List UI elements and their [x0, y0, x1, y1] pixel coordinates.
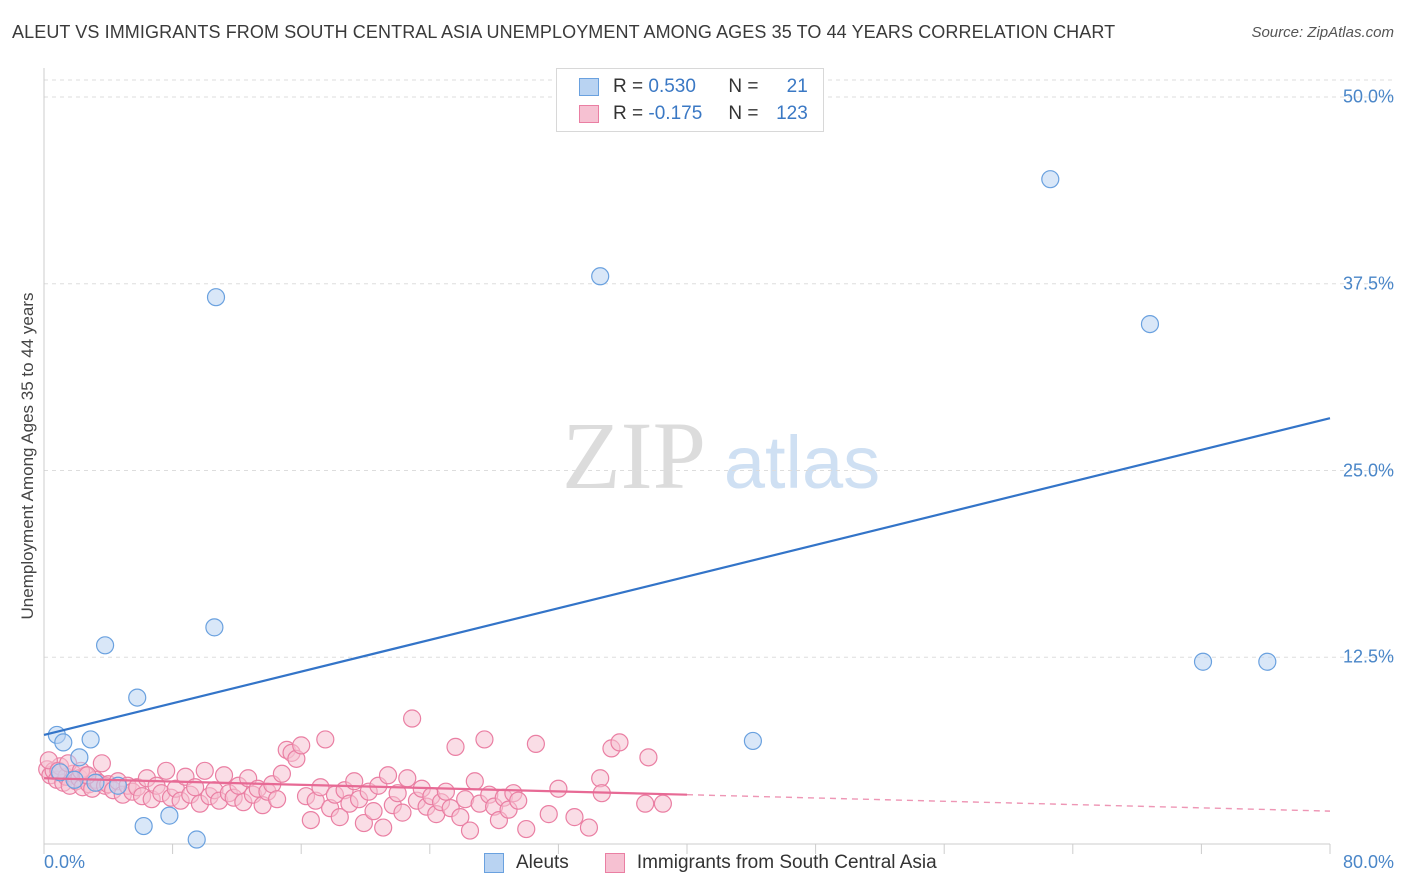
aleut-trend-line	[43, 417, 1331, 737]
immigrant-point	[460, 821, 480, 840]
aleut-point	[1193, 652, 1213, 671]
legend-row-immigrants: R = -0.175 N = 123	[579, 101, 808, 127]
immigrant-point	[311, 778, 330, 797]
aleut-point	[54, 733, 73, 752]
aleut-point	[1258, 652, 1277, 671]
aleut-point	[743, 731, 763, 751]
immigrant-point	[92, 754, 111, 773]
immigrant-point	[549, 779, 568, 798]
grid-lines	[44, 79, 1392, 658]
series-label-immigrants: Immigrants from South Central Asia	[636, 852, 937, 873]
immigrant-point	[393, 803, 412, 822]
immigrant-point	[465, 772, 484, 791]
aleut-point	[160, 806, 179, 825]
immigrant-point	[579, 818, 599, 837]
immigrant-point	[509, 791, 528, 810]
y-tick-label: 50.0%	[1342, 86, 1394, 107]
immigrant-point	[539, 805, 558, 824]
immigrant-point	[378, 766, 398, 785]
immigrant-point	[436, 782, 455, 801]
aleut-point	[206, 288, 226, 307]
aleut-point	[1140, 314, 1160, 334]
immigrant-point	[526, 734, 545, 754]
aleut-point	[70, 748, 89, 767]
x-tick-label-min: 0.0%	[44, 852, 86, 872]
immigrant-point	[157, 761, 176, 780]
aleut-point	[187, 830, 206, 849]
series-legend-aleuts: Aleuts	[484, 852, 569, 874]
immigrant-point	[398, 769, 417, 788]
aleut-point	[134, 816, 153, 836]
immigrant-point	[388, 784, 407, 803]
aleut-point	[81, 730, 100, 749]
trend-lines	[43, 417, 1331, 812]
immigrant-point	[292, 736, 311, 755]
axes	[43, 68, 1331, 854]
aleut-point	[108, 776, 128, 795]
aleut-point	[1041, 170, 1060, 189]
immigrant-point	[446, 737, 465, 756]
chart-title: ALEUT VS IMMIGRANTS FROM SOUTH CENTRAL A…	[12, 22, 1116, 42]
immigrant-point	[517, 819, 536, 839]
legend-swatch-immigrants	[579, 105, 599, 123]
aleut-point	[128, 688, 147, 707]
aleut-point	[95, 636, 115, 655]
legend-r-value: 0.530	[648, 76, 696, 97]
aleut-point	[205, 618, 224, 637]
legend-n-label: N =	[728, 76, 759, 97]
immigrant-point	[316, 730, 335, 749]
aleut-point	[86, 773, 105, 792]
immigrant-point	[591, 769, 610, 788]
watermark-zip: ZIP	[562, 402, 706, 509]
y-tick-label: 12.5%	[1342, 646, 1394, 667]
series-label-aleuts: Aleuts	[516, 852, 569, 873]
immigrant-point	[636, 794, 655, 813]
immigrant-point	[301, 810, 320, 830]
series-legend: Aleuts Immigrants from South Central Asi…	[484, 852, 973, 874]
y-tick-label: 25.0%	[1342, 460, 1394, 480]
immigrant-point	[267, 790, 287, 809]
legend-r-value: -0.175	[648, 103, 703, 124]
legend-n-label: N =	[728, 103, 759, 124]
immigrant-point	[364, 802, 383, 821]
immigrant-point	[451, 808, 470, 827]
immigrant-point	[354, 813, 373, 833]
legend-row-aleuts: R = 0.530 N = 21	[579, 74, 808, 100]
series-swatch-immigrants	[604, 853, 625, 873]
watermark-atlas: atlas	[724, 421, 880, 504]
immigrant-trend-line	[43, 777, 688, 796]
legend-swatch-aleuts	[579, 78, 599, 96]
immigrant-point	[214, 766, 234, 785]
immigrant-point	[653, 794, 672, 813]
aleut-point	[50, 763, 70, 782]
legend-r-label: R =	[613, 103, 644, 124]
legend-r-label: R =	[613, 76, 644, 97]
series-swatch-aleuts	[484, 853, 504, 873]
immigrant-point	[374, 818, 393, 837]
legend-n-value: 123	[776, 103, 808, 124]
aleut-point	[591, 267, 610, 286]
immigrant-point	[403, 709, 422, 728]
immigrant-point	[330, 808, 349, 827]
source-note: Source: ZipAtlas.com	[1251, 24, 1394, 41]
correlation-legend: R = 0.530 N = 21 R = -0.175 N = 123	[556, 68, 824, 132]
legend-n-value: 21	[786, 76, 808, 97]
y-tick-label: 37.5%	[1342, 273, 1394, 294]
series-legend-immigrants: Immigrants from South Central Asia	[604, 852, 937, 874]
immigrant-point	[272, 764, 292, 783]
x-tick-label-max: 80.0%	[1342, 852, 1394, 872]
immigrant-trend-line-extension	[686, 793, 1331, 812]
immigrant-point	[195, 761, 214, 780]
immigrant-point	[565, 808, 584, 827]
immigrant-point	[475, 730, 494, 749]
data-points	[38, 170, 1277, 849]
immigrant-point	[610, 733, 629, 752]
immigrant-point	[639, 748, 658, 767]
